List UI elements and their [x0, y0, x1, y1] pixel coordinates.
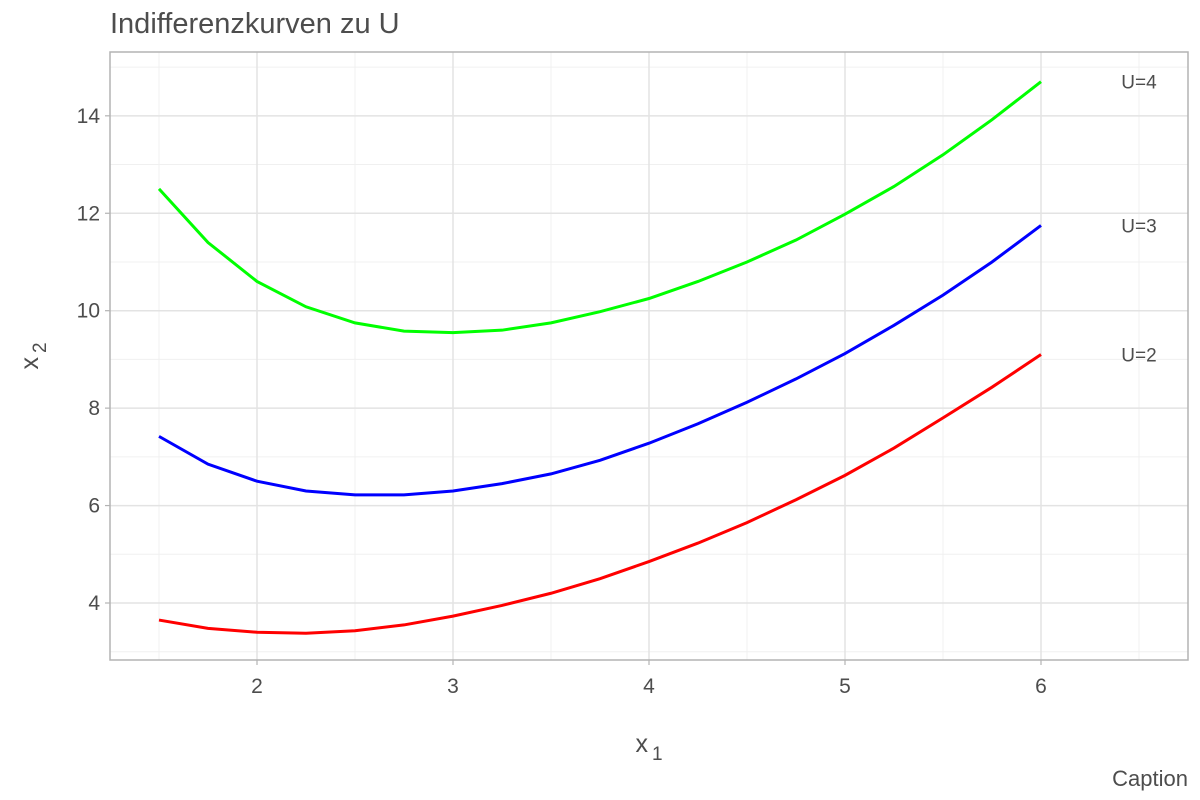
x-tick-label: 2 [251, 675, 263, 698]
curve [157, 80, 1042, 335]
y-axis-title-sub: 2 [30, 342, 51, 353]
panel-border [109, 51, 1189, 661]
curve [158, 224, 1042, 497]
curve-label: U=4 [1121, 73, 1157, 94]
x-tick-label: 6 [1035, 675, 1047, 698]
caption: Caption [1112, 766, 1188, 791]
y-tick-label: 14 [77, 105, 101, 128]
x-axis-title-sub: 1 [652, 744, 663, 765]
y-tick-label: 6 [88, 495, 100, 518]
x-tick-label: 5 [839, 675, 851, 698]
y-tick-label: 4 [88, 592, 100, 615]
x-tick-label: 3 [447, 675, 459, 698]
curve-label: U=2 [1121, 346, 1156, 367]
curve-label: U=3 [1121, 216, 1156, 237]
y-axis-title-base: x [16, 357, 44, 370]
x-axis-title-base: x [635, 730, 648, 758]
y-tick-label: 12 [77, 202, 100, 225]
y-tick-label: 10 [77, 300, 100, 323]
y-tick-label: 8 [88, 397, 100, 420]
curve [158, 353, 1042, 635]
y-axis-title: x2 [16, 342, 51, 369]
x-tick-label: 4 [643, 675, 655, 698]
chart-title: Indifferenzkurven zu U [110, 8, 400, 40]
